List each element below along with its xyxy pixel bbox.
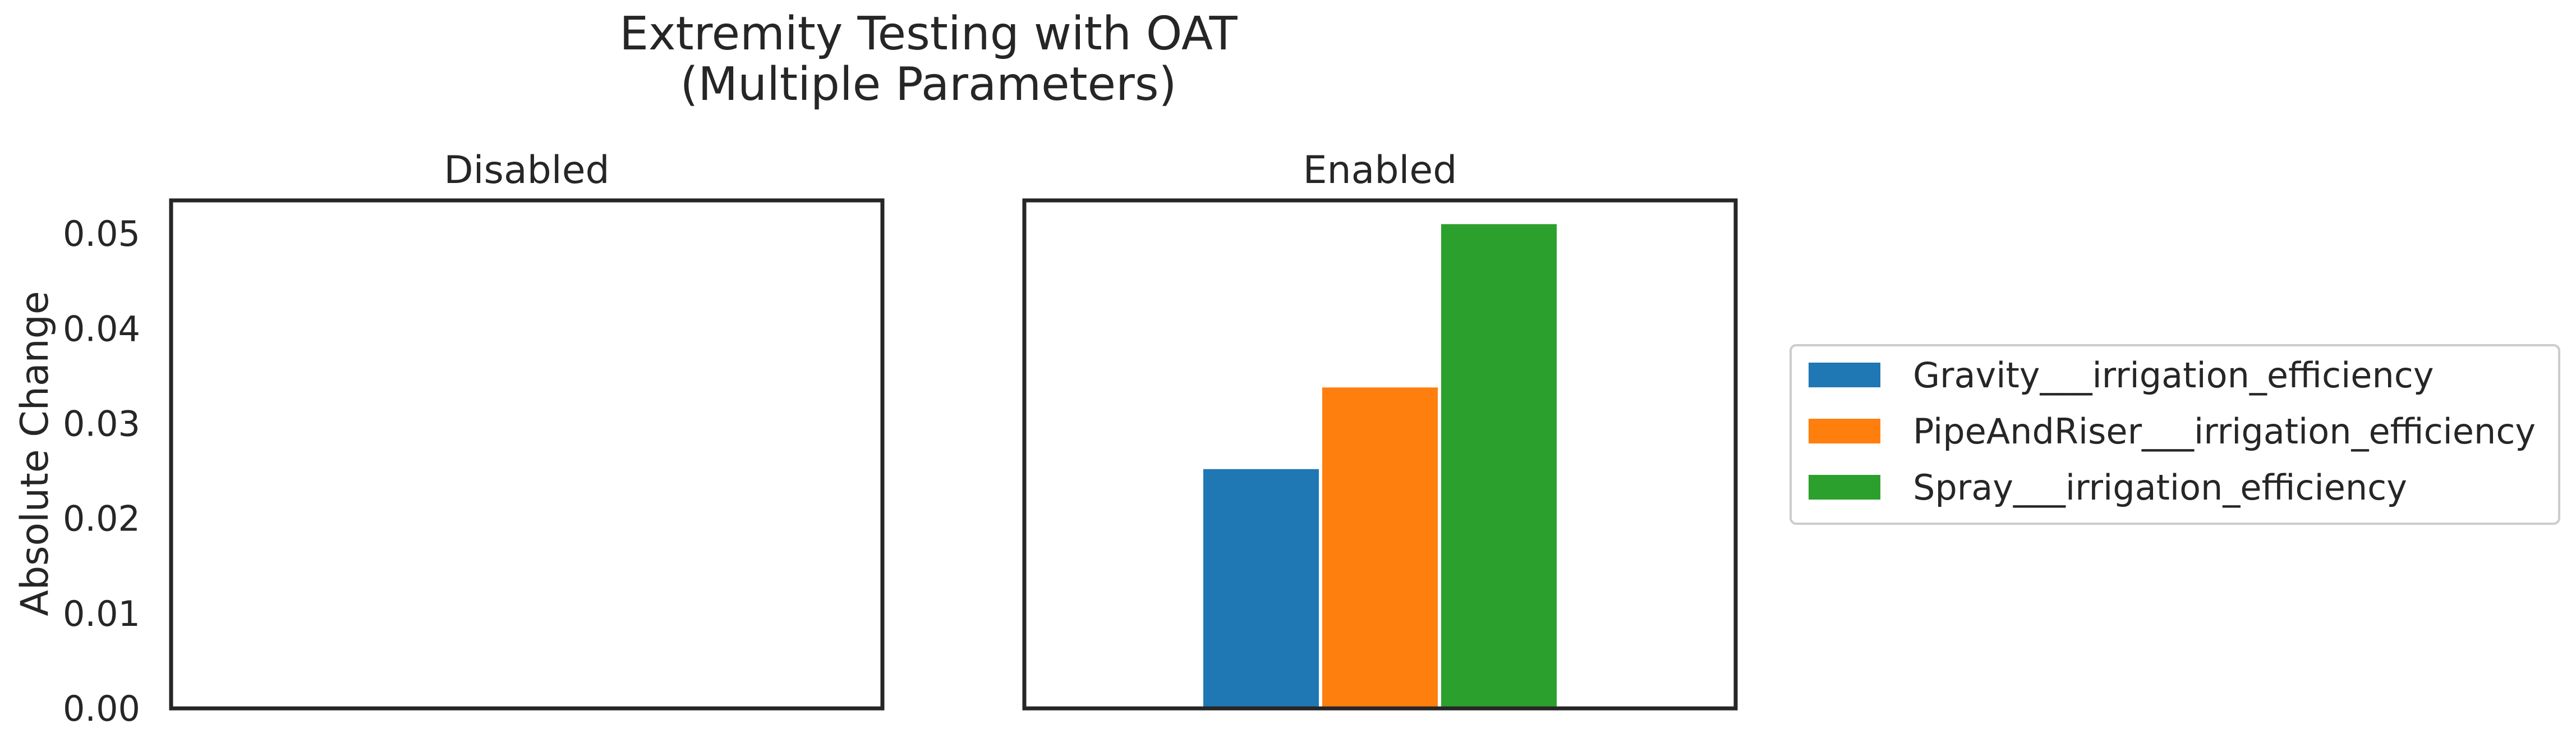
legend-label: PipeAndRiser___irrigation_efficiency — [1913, 411, 2536, 452]
y-tick-label: 0.04 — [63, 308, 140, 349]
y-axis-label: Absolute Change — [13, 291, 57, 616]
panel-disabled: Disabled — [169, 148, 885, 711]
panel-title: Enabled — [1303, 148, 1457, 193]
bar-pipeandriser — [1322, 387, 1438, 708]
bar-spray — [1441, 224, 1557, 708]
plot-frame — [169, 198, 885, 711]
y-tick-label: 0.05 — [63, 213, 140, 254]
y-tick-label: 0.01 — [63, 593, 140, 634]
legend-label: Spray___irrigation_efficiency — [1913, 467, 2407, 508]
y-tick-label: 0.02 — [63, 498, 140, 539]
legend-swatch — [1809, 419, 1880, 443]
legend-swatch — [1809, 363, 1880, 387]
legend-label: Gravity___irrigation_efficiency — [1913, 355, 2434, 396]
legend-frame — [1790, 344, 2560, 525]
legend-swatch — [1809, 475, 1880, 500]
y-axis-ticks: 0.00 0.01 0.02 0.03 0.04 0.05 — [63, 213, 140, 729]
chart-title-line-2: (Multiple Parameters) — [680, 58, 1176, 111]
y-tick-label: 0.03 — [63, 404, 140, 445]
legend: Gravity___irrigation_efficiency PipeAndRi… — [1790, 344, 2560, 525]
y-tick-label: 0.00 — [63, 688, 140, 729]
panel-title: Disabled — [444, 148, 609, 193]
panels: Disabled Enabled — [169, 148, 1738, 711]
plot-frame — [1022, 198, 1738, 711]
bar-gravity — [1203, 469, 1319, 708]
chart-title-line-1: Extremity Testing with OAT — [619, 7, 1238, 61]
panel-enabled: Enabled — [1022, 148, 1738, 711]
